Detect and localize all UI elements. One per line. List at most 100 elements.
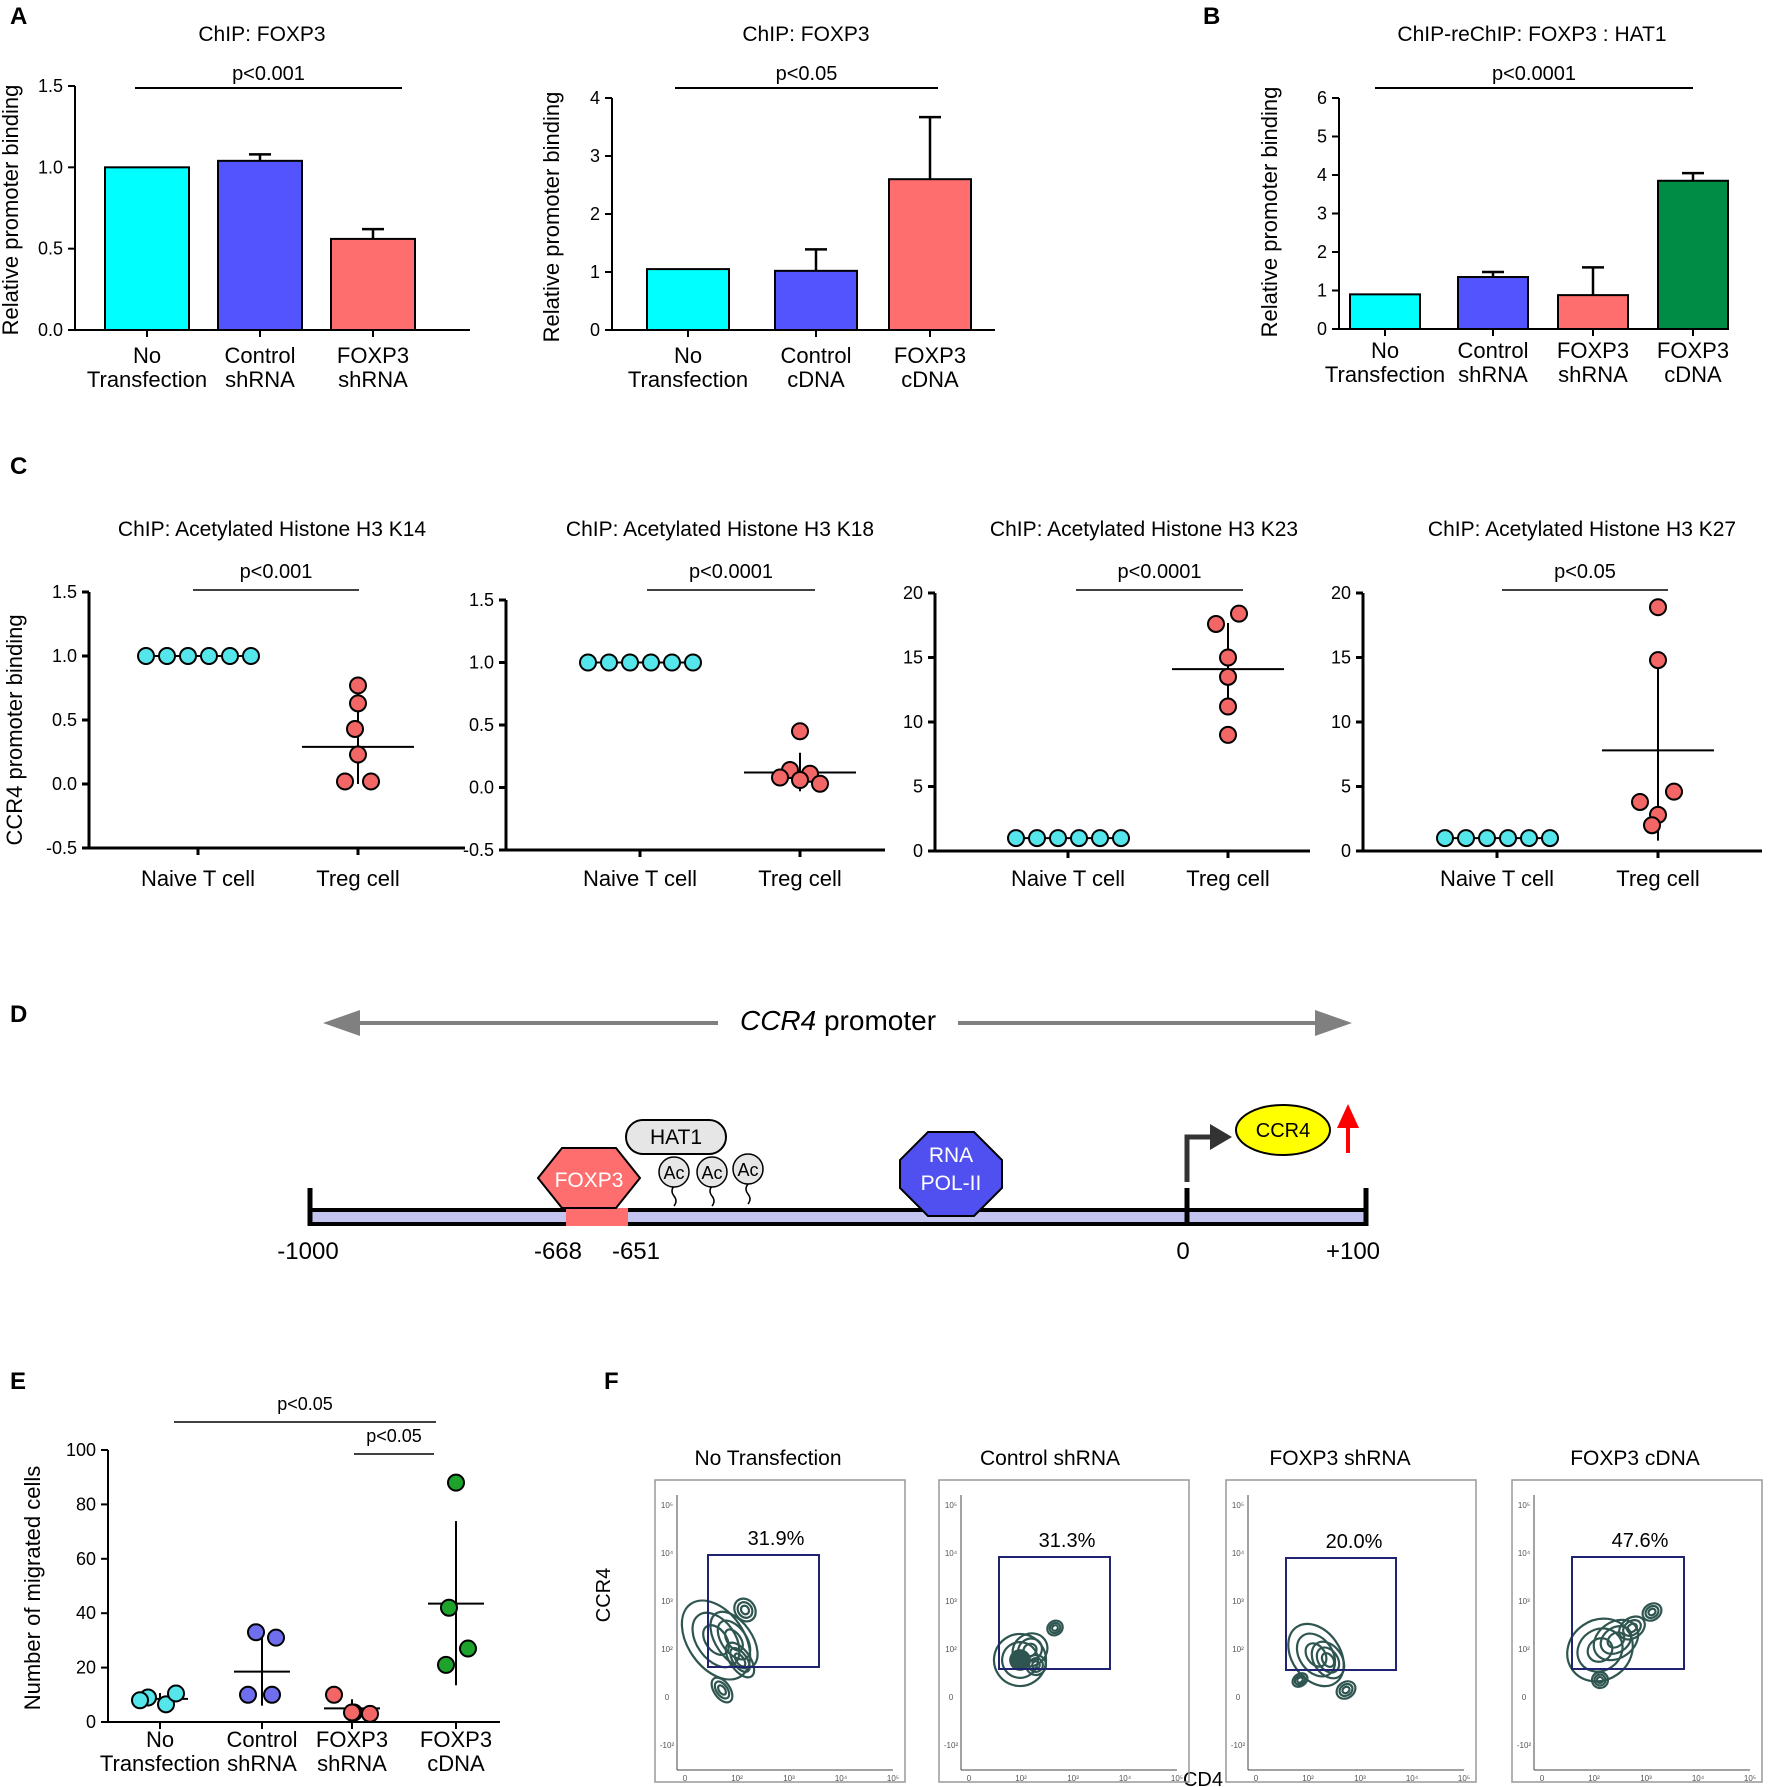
flow-plot-frame (654, 1479, 906, 1783)
category-label: Naive T cell (141, 866, 255, 891)
ac-circle-1 (658, 1156, 690, 1188)
data-point (1436, 829, 1454, 848)
y-tick-label: 0.0 (469, 778, 494, 798)
density-contour (1647, 1607, 1657, 1617)
data-point (1643, 816, 1661, 835)
data-point (131, 1691, 149, 1710)
density-contour (713, 1680, 731, 1700)
flow-x-tick: 10⁵ (1171, 1774, 1183, 1783)
data-point (1207, 614, 1225, 633)
category-label: shRNA (317, 1751, 387, 1776)
data-point (1649, 598, 1667, 617)
data-point (179, 647, 197, 665)
data-point (239, 1685, 257, 1704)
density-contour (1291, 1672, 1309, 1688)
bar (646, 268, 730, 332)
position-minus-651: -651 (612, 1238, 660, 1265)
category-label: Naive T cell (583, 866, 697, 891)
promoter-label-gene: CCR4 (740, 1005, 816, 1036)
flow-cytometry-panels: CCR4 CD4 No Transfection 31.9% 10⁵ 10⁴ 10³ 10… (593, 1447, 1763, 1787)
data-point (346, 719, 364, 738)
foxp3-hexagon (536, 1147, 642, 1209)
flow-y-tick: -10² (1231, 1741, 1246, 1750)
promoter-dna-bar (308, 1208, 1368, 1226)
chart-title: ChIP: Acetylated Histone H3 K23 (990, 518, 1298, 541)
flow-y-tick: 10² (945, 1645, 957, 1654)
p-value-label: p<0.0001 (689, 561, 773, 583)
ac-stem-1 (671, 1185, 677, 1207)
density-contour (1641, 1602, 1663, 1622)
flow-xlabel: CD4 (1183, 1769, 1223, 1787)
category-label: FOXP3 (1657, 338, 1729, 363)
flow-x-tick: 10⁴ (1119, 1774, 1132, 1783)
y-tick-label: 1.5 (469, 590, 494, 610)
flow-x-tick: 10⁵ (1744, 1774, 1756, 1783)
category-label: FOXP3 (894, 343, 966, 368)
data-point (440, 1598, 458, 1617)
category-label: cDNA (787, 367, 845, 392)
flow-plot-title: Control shRNA (980, 1447, 1120, 1470)
density-contour (1606, 1631, 1626, 1649)
promoter-label: CCR4 promoter (740, 1005, 936, 1036)
p-value-label: p<0.0001 (1118, 561, 1202, 583)
category-label: Control (1458, 338, 1529, 363)
data-point (684, 653, 702, 672)
data-point (137, 647, 155, 665)
ac-stem-3 (745, 1183, 751, 1205)
density-contour (1599, 1625, 1633, 1655)
y-tick-label: 0 (1341, 841, 1351, 861)
tss-arrowhead (1210, 1124, 1232, 1150)
flow-y-tick: -10² (944, 1741, 959, 1750)
data-point (1665, 782, 1683, 801)
data-point (349, 694, 367, 713)
category-label: Treg cell (758, 866, 842, 891)
flow-x-tick: 10⁵ (887, 1774, 899, 1783)
data-point (642, 653, 660, 672)
flow-y-tick: 10⁵ (1232, 1501, 1244, 1510)
category-label: shRNA (225, 367, 295, 392)
y-tick-label: 60 (76, 1549, 96, 1569)
category-label: Control (781, 343, 852, 368)
density-contour (1576, 1627, 1624, 1673)
data-point (1230, 604, 1248, 623)
p-value-label: p<0.05 (277, 1394, 333, 1414)
y-tick-label: 0.0 (38, 320, 63, 340)
rna-polii-label-2: POL-II (921, 1172, 982, 1195)
ac-label-3: Ac (737, 1160, 758, 1180)
ccr4-gate (998, 1556, 1111, 1670)
data-point (1219, 648, 1237, 667)
flow-x-tick: 0 (1254, 1774, 1259, 1783)
rna-polii-label-1: RNA (929, 1144, 973, 1167)
p-value-label: p<0.001 (240, 561, 313, 583)
chart-c-k27: 0 5 10 15 20 ChIP: Acetylated Histone H3 K27 N… (1331, 518, 1762, 891)
category-label: No (133, 343, 161, 368)
flow-y-tick: 10² (1518, 1645, 1530, 1654)
category-label: Control (225, 343, 296, 368)
density-contour (1320, 1652, 1336, 1668)
density-contour (1315, 1646, 1341, 1674)
data-point (361, 1704, 379, 1723)
data-point (663, 653, 681, 672)
panel-label-a: A (10, 3, 27, 30)
density-contour (736, 1601, 754, 1619)
tss-arrow (1184, 1134, 1216, 1182)
flow-y-tick: 10⁵ (945, 1501, 957, 1510)
position-minus-1000: -1000 (277, 1238, 338, 1265)
data-point (600, 653, 618, 672)
density-contour (710, 1676, 734, 1704)
foxp3-binding-site (566, 1208, 628, 1226)
flow-y-tick: 10³ (1518, 1597, 1530, 1606)
data-point (158, 647, 176, 665)
data-point (621, 653, 639, 672)
bar (1457, 276, 1529, 330)
density-contour (1296, 1676, 1304, 1684)
chart-b-rechip: 0 1 2 3 4 5 6 ChIP-reChIP: FOXP3 : HAT1 Relative… (1257, 23, 1729, 387)
y-tick-label: 1 (1317, 281, 1327, 301)
y-tick-label: 10 (903, 712, 923, 732)
data-point (242, 647, 260, 665)
y-tick-label: 2 (1317, 242, 1327, 262)
flow-y-tick: 10⁴ (1518, 1549, 1531, 1558)
y-tick-label: 0.5 (38, 239, 63, 259)
position-minus-668: -668 (534, 1238, 582, 1265)
y-tick-label: 80 (76, 1494, 96, 1514)
